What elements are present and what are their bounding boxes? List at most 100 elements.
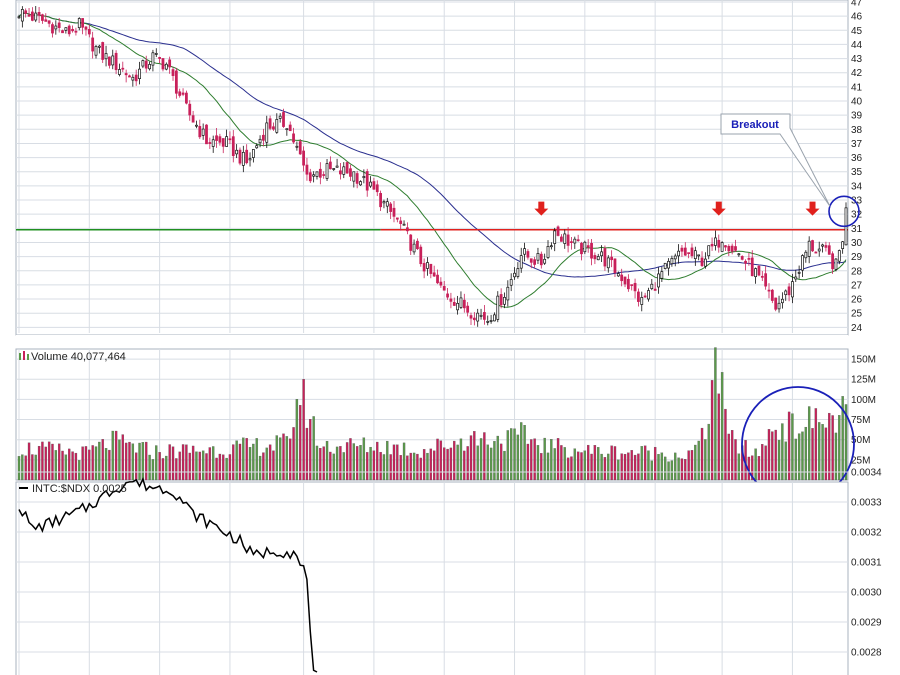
candle-body xyxy=(185,92,188,104)
candle-body xyxy=(750,257,754,277)
candle xyxy=(596,253,600,261)
volume-bar xyxy=(771,431,774,481)
candle xyxy=(265,115,269,148)
volume-bar xyxy=(292,427,295,481)
volume-bar xyxy=(720,372,724,481)
candle xyxy=(640,291,644,312)
volume-bar xyxy=(576,451,580,481)
candle-body xyxy=(94,46,98,56)
volume-bar xyxy=(165,455,168,481)
candle-body xyxy=(362,176,366,179)
candle-body xyxy=(61,30,64,34)
candle xyxy=(141,59,145,69)
ratio-gridlines xyxy=(16,471,848,675)
moving-average-fast xyxy=(18,12,847,308)
volume-bar xyxy=(643,445,647,481)
candle xyxy=(345,161,349,174)
candle xyxy=(245,144,249,165)
volume-bar xyxy=(499,443,503,481)
candle xyxy=(563,229,567,249)
candle-body xyxy=(700,257,704,266)
volume-bar xyxy=(24,455,27,481)
candle-body xyxy=(673,255,677,260)
volume-bar xyxy=(275,435,278,481)
candle xyxy=(760,271,764,282)
candle xyxy=(724,245,727,251)
candle xyxy=(703,252,707,269)
resistance-arrow xyxy=(534,201,549,216)
volume-bar xyxy=(158,452,161,481)
candle-body xyxy=(342,166,346,175)
volume-bar xyxy=(238,443,242,481)
candle-body xyxy=(402,223,406,226)
candle xyxy=(643,292,647,299)
candle xyxy=(637,288,640,307)
price-tick-label: 31 xyxy=(851,224,863,235)
candle xyxy=(714,230,717,251)
candle-body xyxy=(27,14,31,17)
candle-body xyxy=(352,171,356,182)
ratio-tick-label: 0.0028 xyxy=(851,648,882,659)
candle xyxy=(740,255,744,261)
candle xyxy=(844,202,848,246)
candle xyxy=(379,190,382,212)
candle-body xyxy=(549,245,553,248)
candle xyxy=(623,276,627,288)
volume-bar xyxy=(389,454,392,481)
candle-body xyxy=(714,237,717,246)
candle-body xyxy=(298,141,302,155)
volume-bar xyxy=(181,444,185,481)
volume-bar xyxy=(54,450,58,481)
candle-body xyxy=(837,250,841,262)
candle-body xyxy=(87,28,91,35)
candle xyxy=(355,170,359,189)
candle xyxy=(683,242,687,256)
volume-bar xyxy=(489,447,493,481)
volume-tick-label: 125M xyxy=(851,375,876,386)
candle xyxy=(730,243,734,255)
candle xyxy=(750,250,754,277)
candle-body xyxy=(637,291,640,302)
candle-body xyxy=(74,30,78,33)
candle-body xyxy=(529,258,533,263)
candle-body xyxy=(613,258,617,274)
candle-body xyxy=(693,250,697,260)
candle-body xyxy=(523,248,526,255)
volume-bar xyxy=(737,453,741,481)
candle xyxy=(272,122,275,131)
candle-body xyxy=(452,302,456,306)
candle-body xyxy=(349,168,352,177)
candle xyxy=(469,312,473,326)
candle-body xyxy=(590,243,593,259)
volume-bar xyxy=(178,451,181,481)
candle xyxy=(402,220,406,226)
candle-body xyxy=(399,220,403,224)
candle-body xyxy=(148,64,151,70)
candle-body xyxy=(71,28,74,32)
volume-bar xyxy=(188,452,191,481)
volume-bar xyxy=(64,454,68,481)
candle-body xyxy=(717,239,721,248)
candle-body xyxy=(724,245,727,248)
candle-body xyxy=(131,76,135,81)
volume-bar xyxy=(533,438,536,481)
candle-body xyxy=(493,314,496,322)
candle-body xyxy=(757,265,761,276)
volume-bar xyxy=(546,452,550,481)
candle-body xyxy=(67,25,71,35)
volume-tick-label: 150M xyxy=(851,355,876,366)
candle-body xyxy=(77,18,81,29)
candle-body xyxy=(539,253,543,266)
candle xyxy=(509,273,513,292)
candle xyxy=(64,27,68,34)
candle xyxy=(118,63,121,77)
volume-bar xyxy=(68,448,71,481)
candle xyxy=(767,283,771,299)
candle-body xyxy=(727,245,731,252)
volume-bar xyxy=(580,452,583,481)
candle xyxy=(101,41,105,63)
candle-body xyxy=(603,248,607,267)
volume-bar xyxy=(124,442,128,481)
candle-body xyxy=(325,163,329,179)
candle-body xyxy=(784,290,788,296)
